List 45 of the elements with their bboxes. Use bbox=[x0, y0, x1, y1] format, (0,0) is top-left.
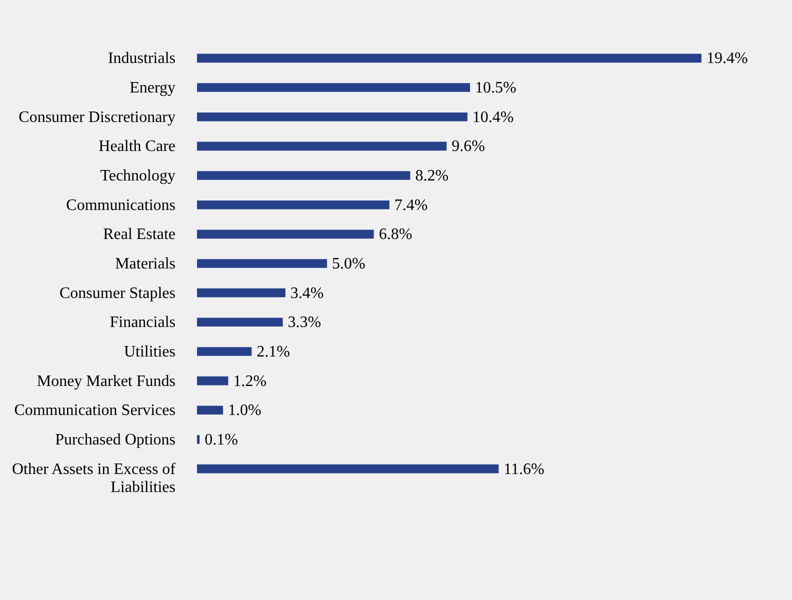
y-tick-label: Health Care bbox=[98, 138, 176, 156]
data-label: 11.6% bbox=[504, 460, 544, 478]
y-tick-label: Energy bbox=[130, 80, 176, 97]
data-label: 3.3% bbox=[288, 314, 322, 332]
y-tick-label: Other Assets in Excess of Liabilities bbox=[12, 460, 176, 496]
bar bbox=[197, 347, 252, 356]
data-label: 9.6% bbox=[452, 138, 485, 156]
y-tick-label: Communications bbox=[66, 196, 176, 214]
y-tick-label: Communication Services bbox=[14, 402, 176, 420]
bar bbox=[197, 83, 470, 92]
y-tick-label: Technology bbox=[100, 168, 176, 185]
data-label: 7.4% bbox=[394, 196, 428, 214]
data-label: 8.2% bbox=[415, 168, 449, 185]
bar bbox=[197, 464, 499, 474]
data-label: 6.8% bbox=[378, 226, 412, 244]
y-tick-label: Consumer Discretionary bbox=[18, 108, 176, 126]
data-label: 10.5% bbox=[475, 80, 516, 97]
data-label: 1.0% bbox=[228, 402, 262, 420]
bar bbox=[197, 406, 224, 415]
bar bbox=[197, 112, 468, 122]
data-label: 10.4% bbox=[472, 108, 514, 126]
bar bbox=[197, 259, 328, 268]
bar bbox=[197, 54, 702, 63]
bar bbox=[197, 171, 410, 180]
bar bbox=[197, 288, 286, 298]
bar bbox=[197, 435, 200, 444]
bar bbox=[197, 200, 390, 210]
y-tick-label: Purchased Options bbox=[55, 431, 176, 448]
y-tick-label: Real Estate bbox=[103, 226, 176, 244]
data-label: 2.1% bbox=[256, 343, 290, 360]
data-label: 1.2% bbox=[233, 372, 267, 390]
y-tick-label: Materials bbox=[115, 256, 176, 272]
data-label: 0.1% bbox=[204, 431, 238, 448]
y-tick-label: Financials bbox=[110, 314, 176, 332]
y-tick-label: Utilities bbox=[124, 343, 176, 360]
y-tick-label: Consumer Staples bbox=[60, 284, 176, 302]
bar bbox=[197, 230, 374, 239]
bar bbox=[197, 142, 447, 151]
data-label: 5.0% bbox=[332, 256, 366, 272]
y-tick-label: Industrials bbox=[108, 50, 176, 68]
y-tick-label: Money Market Funds bbox=[36, 372, 176, 390]
bar bbox=[197, 318, 283, 327]
bar bbox=[197, 376, 228, 386]
data-label: 19.4% bbox=[706, 50, 748, 68]
data-label: 3.4% bbox=[290, 284, 324, 302]
